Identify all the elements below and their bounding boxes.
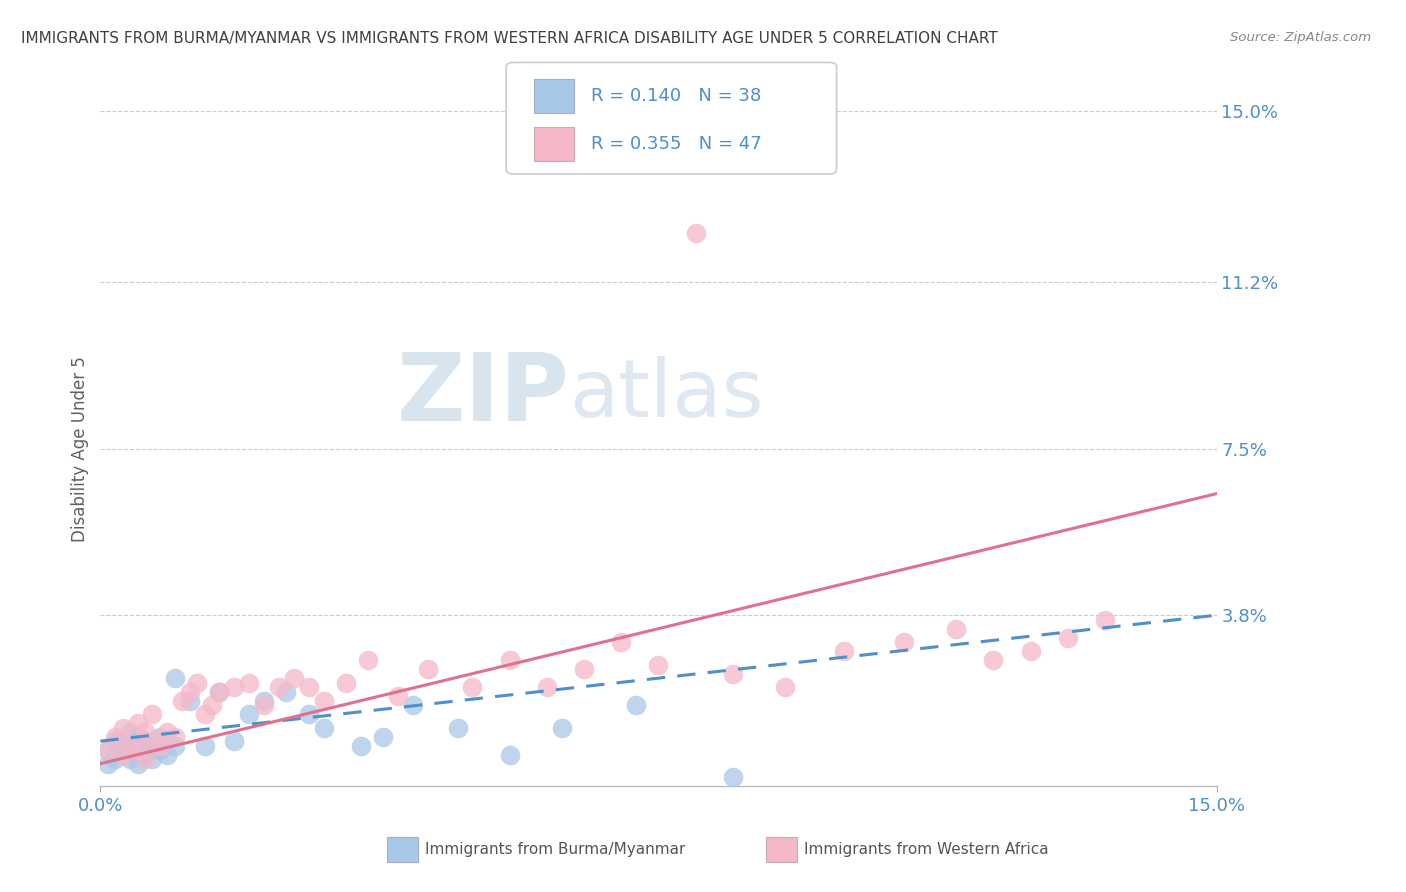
Point: [149, 739, 172, 753]
Point: [127, 743, 149, 757]
Point: [685, 226, 707, 240]
Point: [156, 725, 179, 739]
Point: [134, 725, 156, 739]
Point: [127, 756, 149, 771]
Point: [773, 680, 796, 694]
Point: [104, 730, 127, 744]
Point: [350, 739, 373, 753]
Point: [186, 675, 208, 690]
Text: atlas: atlas: [569, 356, 763, 434]
Point: [111, 747, 134, 762]
Point: [610, 635, 633, 649]
Point: [446, 721, 468, 735]
Point: [416, 662, 439, 676]
Point: [163, 671, 186, 685]
Point: [721, 666, 744, 681]
Point: [104, 734, 127, 748]
Point: [238, 675, 260, 690]
Point: [1094, 613, 1116, 627]
Point: [104, 752, 127, 766]
Point: [402, 698, 425, 713]
Point: [208, 684, 231, 698]
Point: [224, 680, 246, 694]
Text: Immigrants from Burma/Myanmar: Immigrants from Burma/Myanmar: [425, 842, 685, 856]
Point: [238, 707, 260, 722]
Point: [551, 721, 574, 735]
Point: [721, 770, 744, 784]
Point: [312, 693, 335, 707]
Point: [276, 684, 298, 698]
Point: [371, 730, 394, 744]
Point: [253, 698, 276, 713]
Point: [298, 680, 321, 694]
Point: [945, 622, 967, 636]
Text: R = 0.355   N = 47: R = 0.355 N = 47: [591, 135, 761, 153]
Point: [253, 693, 276, 707]
Point: [127, 716, 149, 731]
Point: [120, 743, 142, 757]
Point: [97, 756, 120, 771]
Point: [834, 644, 856, 658]
Point: [647, 657, 669, 672]
Point: [111, 739, 134, 753]
Point: [111, 721, 134, 735]
Point: [572, 662, 595, 676]
Text: IMMIGRANTS FROM BURMA/MYANMAR VS IMMIGRANTS FROM WESTERN AFRICA DISABILITY AGE U: IMMIGRANTS FROM BURMA/MYANMAR VS IMMIGRA…: [21, 31, 998, 46]
Point: [498, 747, 520, 762]
Point: [1056, 631, 1078, 645]
Point: [179, 693, 201, 707]
Point: [624, 698, 647, 713]
Point: [357, 653, 380, 667]
Point: [981, 653, 1004, 667]
Point: [127, 730, 149, 744]
Point: [149, 743, 172, 757]
Point: [461, 680, 484, 694]
Point: [141, 739, 163, 753]
Y-axis label: Disability Age Under 5: Disability Age Under 5: [72, 356, 89, 541]
Point: [120, 739, 142, 753]
Text: R = 0.140   N = 38: R = 0.140 N = 38: [591, 87, 761, 105]
Point: [893, 635, 915, 649]
Point: [267, 680, 290, 694]
Point: [156, 747, 179, 762]
Point: [201, 698, 224, 713]
Point: [120, 725, 142, 739]
Text: Source: ZipAtlas.com: Source: ZipAtlas.com: [1230, 31, 1371, 45]
Point: [134, 752, 156, 766]
Point: [1019, 644, 1042, 658]
Point: [498, 653, 520, 667]
Point: [298, 707, 321, 722]
Point: [111, 747, 134, 762]
Point: [179, 684, 201, 698]
Point: [149, 730, 172, 744]
Point: [208, 684, 231, 698]
Point: [387, 689, 409, 703]
Point: [127, 739, 149, 753]
Point: [283, 671, 305, 685]
Point: [172, 693, 194, 707]
Point: [97, 743, 120, 757]
Point: [134, 734, 156, 748]
Point: [141, 752, 163, 766]
Point: [193, 707, 215, 722]
Point: [97, 743, 120, 757]
Text: ZIP: ZIP: [396, 349, 569, 441]
Point: [312, 721, 335, 735]
Point: [163, 730, 186, 744]
Text: Immigrants from Western Africa: Immigrants from Western Africa: [804, 842, 1049, 856]
Point: [134, 747, 156, 762]
Point: [163, 739, 186, 753]
Point: [141, 707, 163, 722]
Point: [224, 734, 246, 748]
Point: [536, 680, 558, 694]
Point: [193, 739, 215, 753]
Point: [120, 752, 142, 766]
Point: [141, 734, 163, 748]
Point: [335, 675, 357, 690]
